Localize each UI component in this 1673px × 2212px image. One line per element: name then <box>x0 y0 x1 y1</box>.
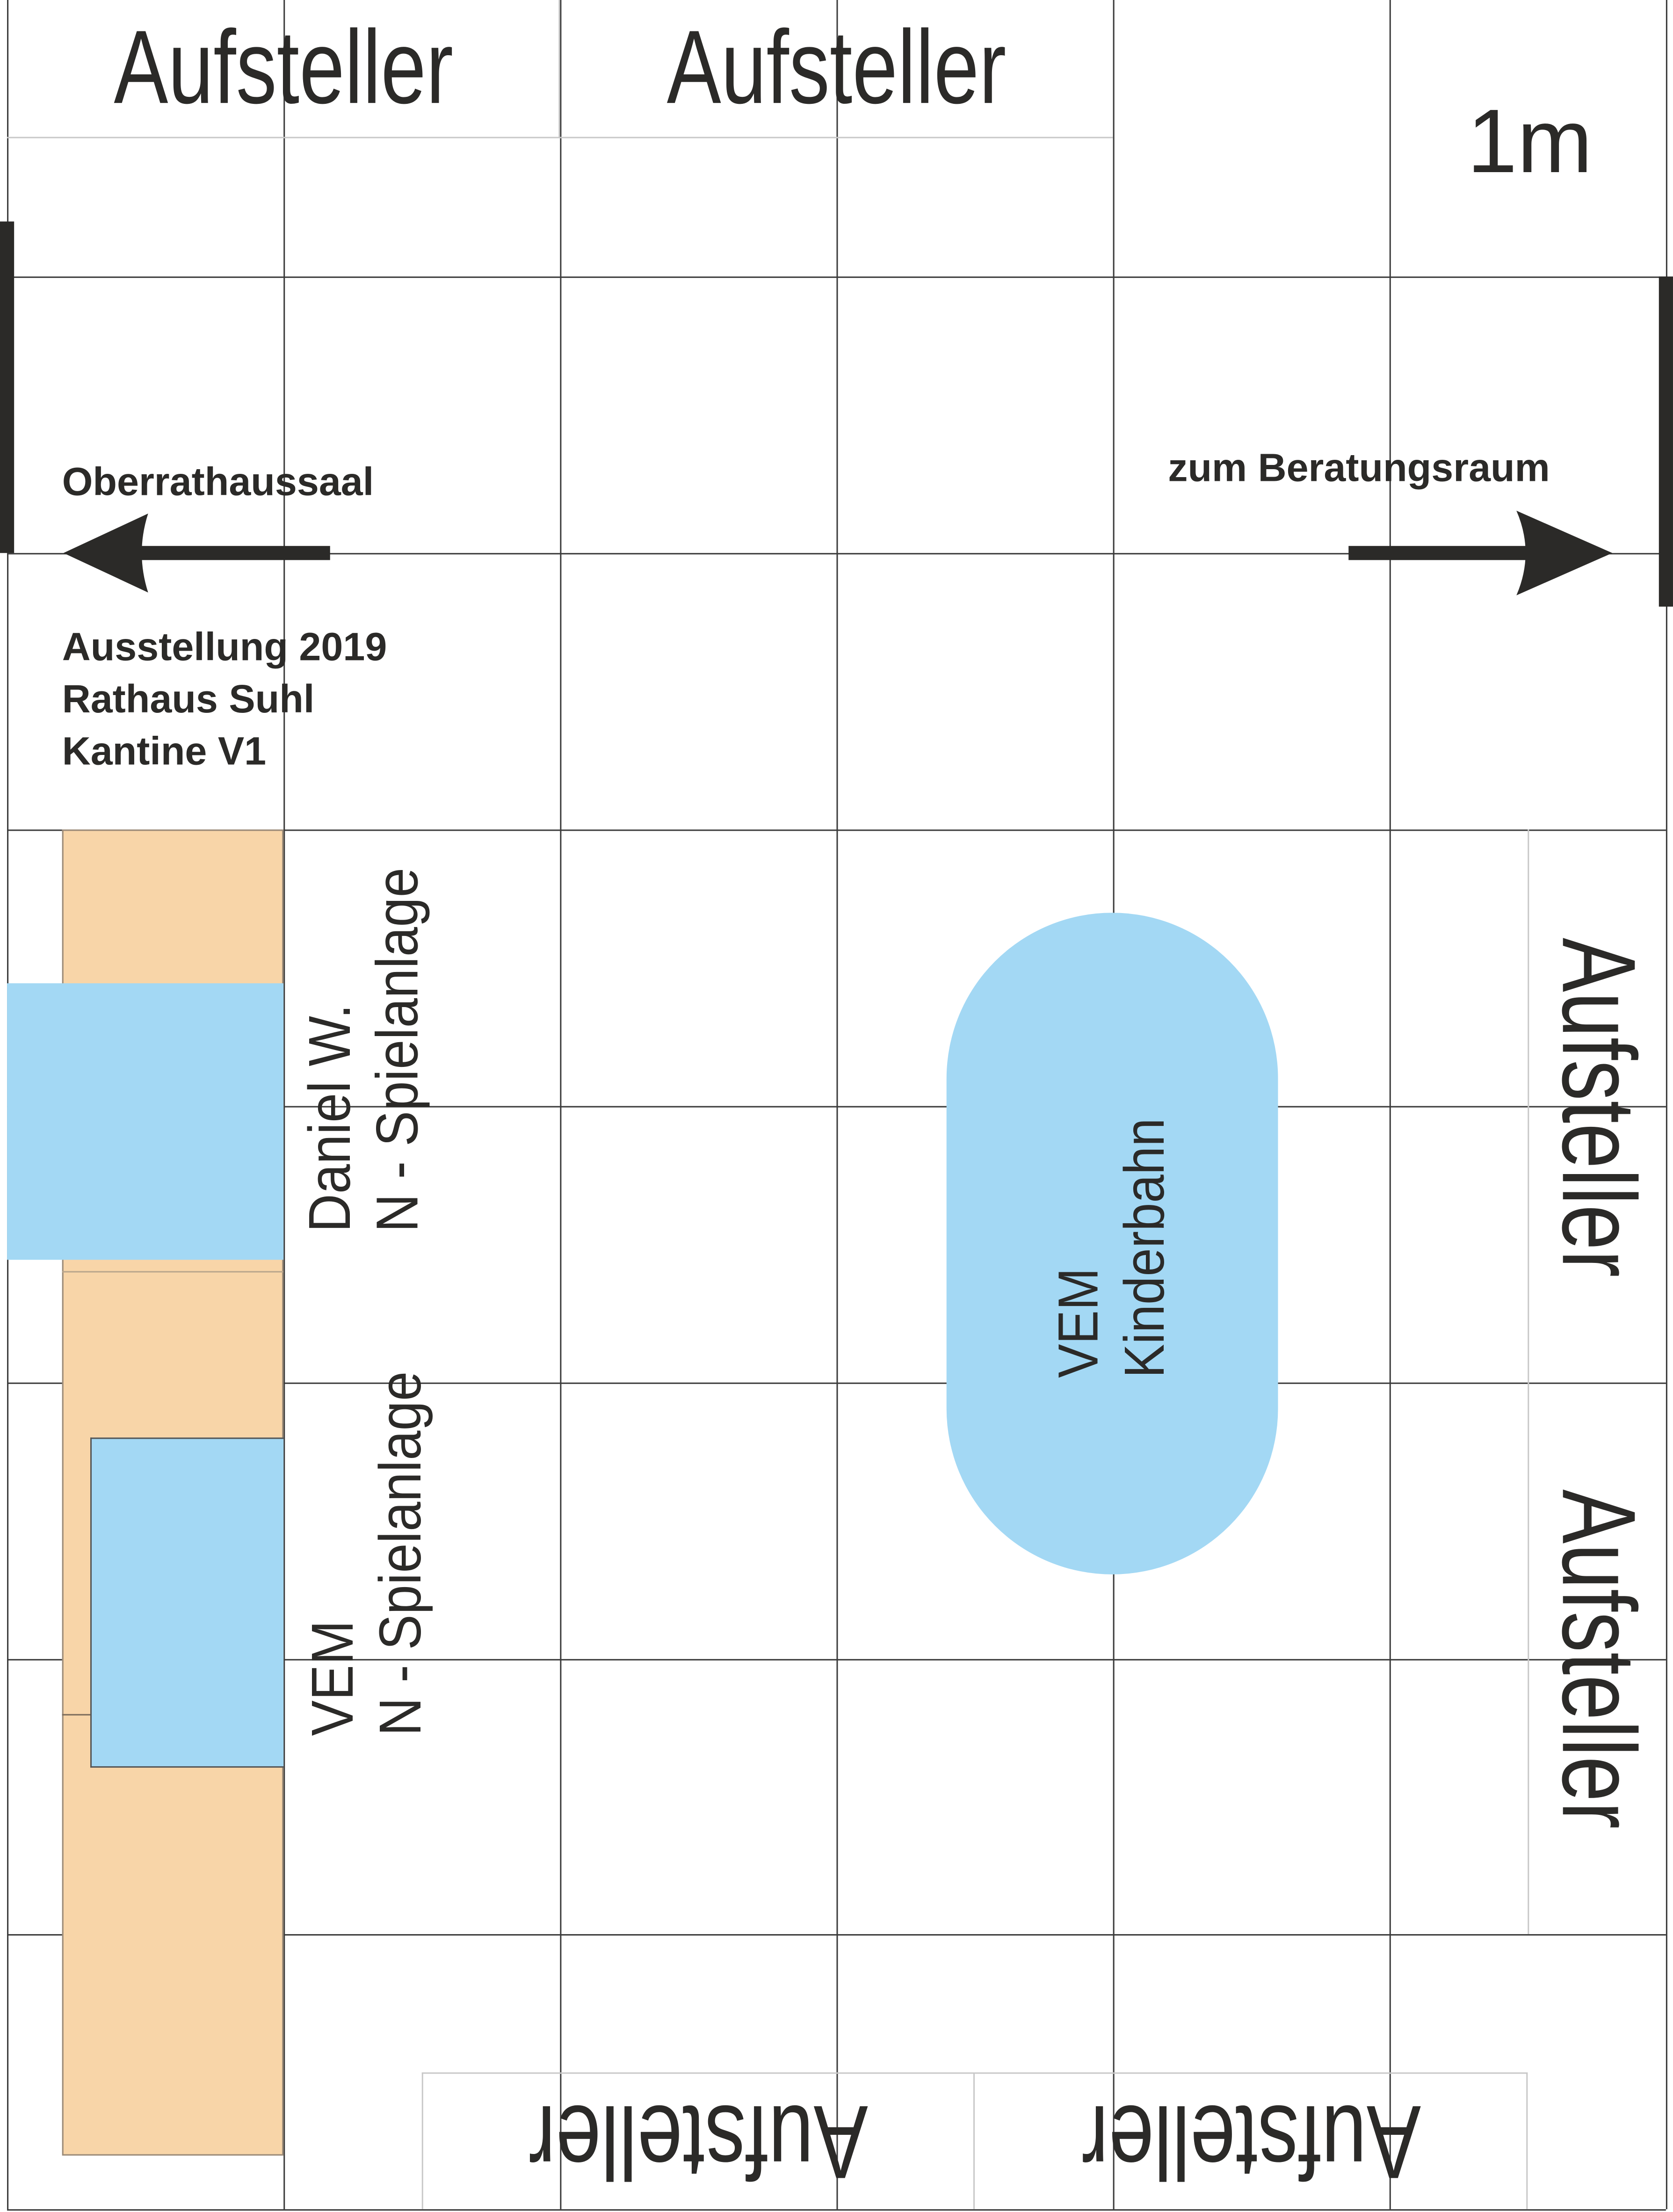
door-left <box>0 221 14 553</box>
grid-line <box>7 553 1666 555</box>
exhibit-type: N - Spielanlage <box>367 1371 433 1736</box>
vendor-slot-top-2 <box>560 0 1113 138</box>
layout-daniel <box>7 983 284 1260</box>
grid-line <box>7 2209 1666 2211</box>
vendor-label: Aufsteller <box>114 8 454 126</box>
door-right <box>1659 276 1673 607</box>
arrow-right-icon <box>1348 510 1613 595</box>
grid-line <box>283 0 285 2210</box>
grid-line <box>7 1382 1666 1385</box>
exhibitor-name: VEM <box>1048 1268 1110 1378</box>
exhibitor-name: VEM <box>299 1620 366 1736</box>
exit-arrows <box>63 510 1613 595</box>
vendor-slot-top-1 <box>7 0 560 138</box>
exit-label-right: zum Beratungsraum <box>1168 446 1550 490</box>
vendor-slot-right-2 <box>1528 1382 1666 1934</box>
exit-label-left: Oberrathaussaal <box>62 460 374 504</box>
info-line: Ausstellung 2019 <box>62 625 387 669</box>
grid-line <box>560 0 562 2210</box>
grid-line <box>7 276 1666 278</box>
vendor-label: Aufsteller <box>1540 937 1658 1277</box>
grid-line <box>1666 0 1668 2210</box>
scale-label: 1m <box>1467 90 1593 192</box>
info-line: Kantine V1 <box>62 729 267 773</box>
vendor-label: Aufsteller <box>1081 2083 1421 2201</box>
vendor-slot-bottom-1 <box>421 2072 975 2210</box>
vendor-label: Aufsteller <box>1540 1489 1658 1829</box>
vendor-slot-right-1 <box>1528 829 1666 1383</box>
grid-line <box>7 1659 1666 1661</box>
vendor-label: Aufsteller <box>666 8 1007 126</box>
table-divider <box>62 1271 284 1272</box>
info-line: Rathaus Suhl <box>62 677 315 721</box>
exhibit-type: Kinderbahn <box>1114 1118 1177 1378</box>
exhibitor-name: Daniel W. <box>296 1004 363 1233</box>
exhibit-type: N - Spielanlage <box>364 867 430 1233</box>
exhibit-label-kinderbahn: VEM Kinderbahn <box>1047 1105 1180 1378</box>
exhibit-label-vem: VEM N - Spielanlage <box>299 1368 435 1736</box>
layout-vem <box>90 1437 284 1768</box>
grid-line <box>7 1106 1666 1108</box>
layout-kinderbahn <box>946 913 1278 1574</box>
grid-line <box>836 0 839 2210</box>
exhibit-label-daniel: Daniel W. N - Spielanlage <box>296 864 432 1232</box>
grid-line <box>7 829 1666 831</box>
grid-line <box>1389 0 1391 2210</box>
vendor-label: Aufsteller <box>529 2083 868 2201</box>
vendor-slot-bottom-2 <box>975 2072 1528 2210</box>
grid-line <box>7 1934 1666 1936</box>
arrow-left-icon <box>63 513 330 593</box>
